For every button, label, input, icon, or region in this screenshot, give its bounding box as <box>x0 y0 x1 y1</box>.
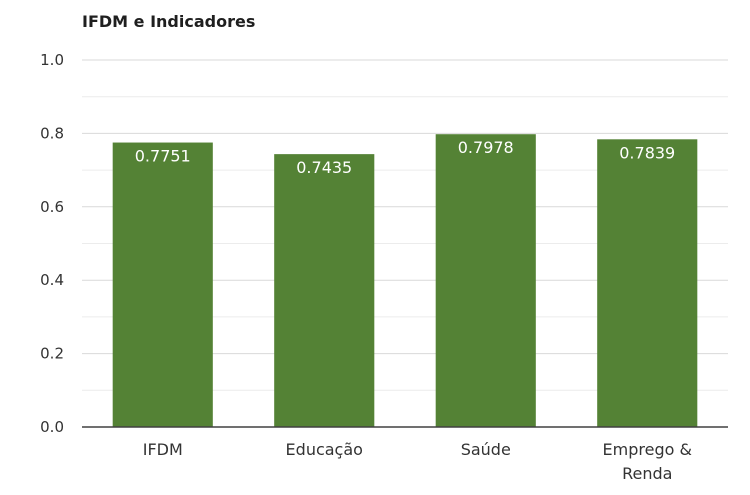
y-tick-label: 0.6 <box>40 198 64 216</box>
data-label: 0.7978 <box>458 138 514 157</box>
bars <box>112 134 698 427</box>
category-label: IFDM <box>143 440 183 459</box>
category-label: Saúde <box>461 440 511 459</box>
y-tick-label: 0.2 <box>40 345 64 363</box>
y-tick-label: 1.0 <box>40 51 64 69</box>
bar <box>274 154 375 427</box>
data-label: 0.7435 <box>296 158 352 177</box>
bar <box>112 142 213 427</box>
category-label: Educação <box>286 440 363 459</box>
category-label: Renda <box>622 464 672 483</box>
y-axis-ticks: 0.0 0.2 0.4 0.6 0.8 1.0 <box>40 51 64 436</box>
chart-title: IFDM e Indicadores <box>82 12 255 31</box>
data-label: 0.7751 <box>135 147 191 166</box>
y-tick-label: 0.0 <box>40 418 64 436</box>
data-labels: 0.7751 0.7435 0.7978 0.7839 <box>135 138 675 177</box>
category-labels: IFDM Educação Saúde Emprego & Renda <box>143 440 692 483</box>
bar <box>435 134 536 427</box>
data-label: 0.7839 <box>619 143 675 162</box>
y-tick-label: 0.8 <box>40 124 64 142</box>
y-tick-label: 0.4 <box>40 271 64 289</box>
bar <box>597 139 698 427</box>
category-label: Emprego & <box>603 440 692 459</box>
